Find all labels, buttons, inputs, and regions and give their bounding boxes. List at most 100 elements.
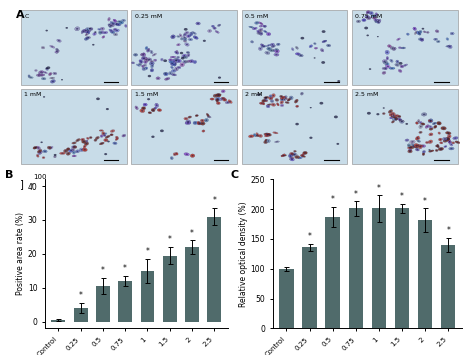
Ellipse shape [450, 148, 453, 149]
Ellipse shape [90, 28, 92, 29]
Ellipse shape [409, 147, 411, 148]
Ellipse shape [201, 119, 204, 122]
Ellipse shape [429, 141, 431, 143]
Ellipse shape [384, 67, 387, 70]
Circle shape [322, 30, 326, 33]
Ellipse shape [149, 62, 155, 65]
Ellipse shape [208, 116, 210, 118]
Ellipse shape [195, 37, 197, 38]
Ellipse shape [373, 17, 377, 19]
Circle shape [334, 115, 338, 118]
Ellipse shape [392, 117, 398, 121]
Ellipse shape [292, 153, 297, 156]
Ellipse shape [123, 20, 125, 21]
Ellipse shape [64, 149, 68, 153]
Ellipse shape [386, 63, 388, 65]
Ellipse shape [266, 139, 270, 143]
Ellipse shape [109, 29, 113, 32]
Ellipse shape [390, 59, 393, 62]
Ellipse shape [410, 147, 412, 148]
Ellipse shape [148, 59, 149, 60]
Ellipse shape [283, 98, 287, 101]
Ellipse shape [391, 112, 396, 116]
Ellipse shape [76, 28, 78, 30]
Y-axis label: Positive area rate (%): Positive area rate (%) [16, 212, 25, 295]
Ellipse shape [421, 38, 424, 41]
Ellipse shape [103, 133, 107, 135]
Ellipse shape [82, 31, 83, 33]
Ellipse shape [185, 32, 189, 34]
Ellipse shape [263, 25, 266, 27]
Ellipse shape [283, 155, 285, 156]
Ellipse shape [418, 31, 422, 33]
Ellipse shape [116, 137, 118, 138]
Circle shape [46, 66, 50, 69]
Ellipse shape [268, 104, 270, 105]
Ellipse shape [115, 29, 119, 32]
Ellipse shape [257, 32, 261, 34]
Ellipse shape [150, 50, 153, 54]
Ellipse shape [367, 17, 371, 20]
Ellipse shape [136, 107, 137, 109]
Ellipse shape [382, 60, 387, 63]
Ellipse shape [264, 96, 269, 99]
Ellipse shape [444, 140, 447, 142]
Ellipse shape [74, 146, 76, 148]
Bar [395, 208, 409, 328]
Ellipse shape [420, 122, 421, 123]
Ellipse shape [56, 50, 59, 54]
Ellipse shape [388, 110, 392, 113]
Ellipse shape [427, 32, 428, 33]
Ellipse shape [110, 30, 112, 31]
Ellipse shape [173, 60, 176, 63]
Ellipse shape [383, 60, 386, 62]
Ellipse shape [114, 29, 116, 30]
Ellipse shape [229, 101, 231, 102]
Ellipse shape [266, 134, 269, 135]
Ellipse shape [187, 122, 189, 124]
Ellipse shape [142, 65, 144, 67]
Ellipse shape [434, 38, 438, 40]
Ellipse shape [396, 115, 398, 116]
Ellipse shape [271, 103, 276, 106]
Ellipse shape [120, 22, 122, 23]
Ellipse shape [271, 45, 275, 48]
Ellipse shape [146, 58, 151, 61]
Ellipse shape [389, 67, 395, 69]
Ellipse shape [183, 36, 187, 39]
Ellipse shape [425, 125, 429, 128]
Ellipse shape [303, 151, 307, 154]
Ellipse shape [392, 47, 393, 49]
Ellipse shape [109, 24, 114, 27]
Ellipse shape [83, 144, 86, 148]
Ellipse shape [137, 65, 139, 66]
Ellipse shape [207, 114, 209, 116]
Ellipse shape [270, 95, 271, 97]
Ellipse shape [281, 96, 282, 97]
Ellipse shape [396, 118, 397, 119]
Ellipse shape [201, 120, 203, 121]
Ellipse shape [257, 31, 259, 32]
Ellipse shape [264, 135, 269, 137]
Ellipse shape [183, 56, 188, 59]
Ellipse shape [188, 116, 191, 118]
Ellipse shape [114, 20, 116, 21]
Text: 2.5 mM: 2.5 mM [355, 92, 378, 97]
Ellipse shape [268, 97, 273, 100]
Ellipse shape [89, 137, 92, 138]
Ellipse shape [217, 99, 218, 101]
Ellipse shape [49, 73, 51, 75]
Ellipse shape [100, 135, 103, 137]
Ellipse shape [271, 44, 273, 45]
Ellipse shape [296, 106, 298, 107]
Text: *: * [447, 226, 450, 235]
Bar [326, 217, 340, 328]
Ellipse shape [264, 133, 270, 136]
Ellipse shape [274, 53, 279, 56]
Ellipse shape [426, 142, 428, 143]
Ellipse shape [73, 142, 75, 143]
Circle shape [367, 112, 371, 115]
Ellipse shape [265, 99, 266, 100]
Ellipse shape [113, 28, 117, 31]
Circle shape [366, 34, 369, 36]
